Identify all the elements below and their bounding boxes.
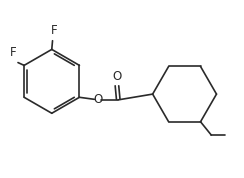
Text: O: O bbox=[93, 93, 102, 106]
Text: F: F bbox=[10, 46, 16, 59]
Text: O: O bbox=[112, 70, 122, 83]
Text: F: F bbox=[51, 24, 57, 37]
